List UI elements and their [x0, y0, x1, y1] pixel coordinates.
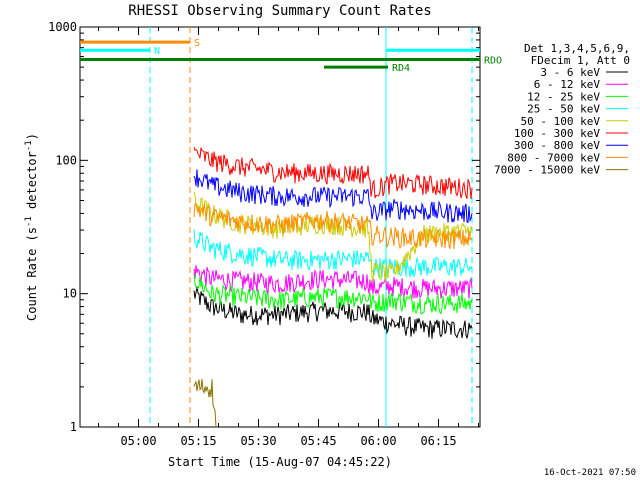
x-tick-label: 06:00 — [360, 434, 396, 448]
x-axis-label: Start Time (15-Aug-07 04:45:22) — [168, 455, 392, 469]
x-tick-label: 05:45 — [300, 434, 336, 448]
flag-label: RDO — [484, 56, 502, 67]
legend-header-line-1: Det 1,3,4,5,6,9, — [524, 42, 630, 55]
series-lines — [193, 147, 473, 428]
legend-label: 100 - 300 keV — [514, 127, 600, 140]
series-line — [193, 286, 473, 339]
y-axis-label: Count Rate (s-1 detector-1) — [24, 133, 39, 321]
vertical-markers — [149, 27, 473, 427]
legend-label: 25 - 50 keV — [527, 103, 600, 116]
plot-frame — [79, 26, 481, 428]
status-flags: S N RDO RD4 — [80, 38, 502, 74]
y-tick-label: 1000 — [48, 20, 77, 34]
series-line — [193, 169, 473, 223]
series-line — [193, 191, 473, 282]
y-tick-label: 100 — [55, 153, 77, 167]
legend-label: 50 - 100 keV — [521, 115, 601, 128]
x-tick-label: 05:15 — [180, 434, 216, 448]
series-line — [193, 229, 473, 278]
legend-label: 3 - 6 keV — [540, 66, 600, 79]
x-axis-ticks: 05:00 05:15 05:30 05:45 06:00 06:15 — [98, 27, 480, 448]
y-axis-label-sup1: -1 — [24, 216, 34, 227]
y-tick-label: 10 — [63, 287, 77, 301]
y-axis-label-sup2: -1 — [24, 140, 34, 151]
y-tick-label: 1 — [70, 420, 77, 434]
legend-label: 12 - 25 keV — [527, 90, 600, 103]
x-tick-label: 05:30 — [240, 434, 276, 448]
legend-label: 6 - 12 keV — [534, 78, 601, 91]
legend-label: 800 - 7000 keV — [507, 151, 600, 164]
footer-timestamp: 16-Oct-2021 07:50 — [544, 468, 636, 478]
flag-label: S — [194, 38, 200, 49]
y-axis-label-main: Count Rate (s — [25, 227, 39, 321]
series-line — [193, 202, 473, 250]
series-line — [193, 379, 217, 428]
flag-label: RD4 — [392, 63, 410, 74]
legend-label: 7000 - 15000 keV — [494, 164, 600, 177]
svg-text:Count Rate (s-1 detector-1): Count Rate (s-1 detector-1) — [24, 133, 39, 321]
series-line — [193, 147, 473, 200]
legend-header-line-2: FDecim 1, Att 0 — [531, 54, 630, 67]
x-tick-label: 06:15 — [420, 434, 456, 448]
y-axis-ticks: 1 10 100 1000 — [48, 20, 480, 434]
x-tick-label: 05:00 — [120, 434, 156, 448]
series-line — [193, 273, 473, 315]
y-axis-label-mid: detector — [25, 151, 39, 216]
chart-title: RHESSI Observing Summary Count Rates — [128, 3, 431, 19]
legend-label: 300 - 800 keV — [514, 139, 600, 152]
y-axis-label-end: ) — [25, 133, 39, 140]
flag-label: N — [154, 46, 160, 57]
